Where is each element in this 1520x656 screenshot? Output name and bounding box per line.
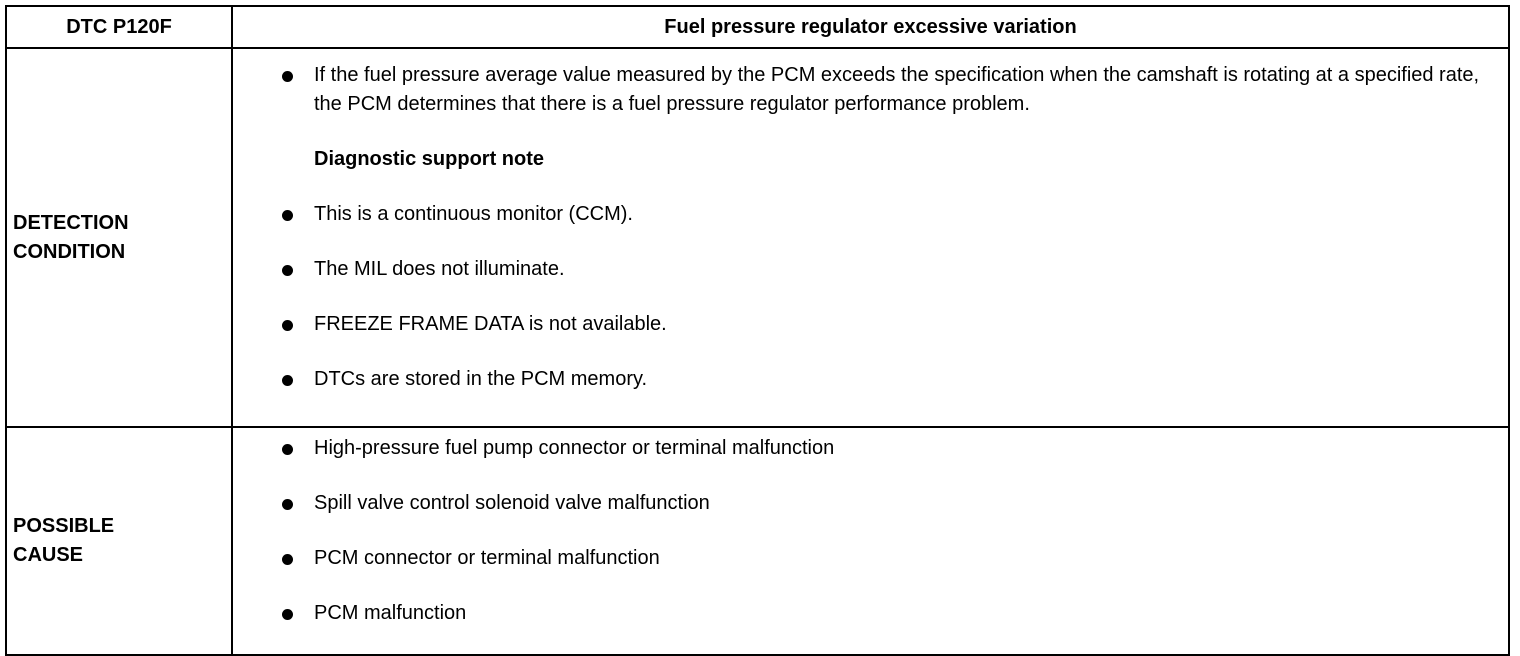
header-cell: Fuel pressure regulator excessive variat… [231, 5, 1510, 49]
page: DTC P120F Fuel pressure regulator excess… [5, 5, 1510, 656]
row-label: DETECTION CONDITION [13, 211, 129, 263]
bullet-item: This is a continuous monitor (CCM). [233, 200, 1508, 229]
content-cell: If the fuel pressure average value measu… [231, 47, 1510, 428]
row-label: POSSIBLE CAUSE [13, 515, 115, 566]
table-row: POSSIBLE CAUSE High-pressure fuel pump c… [5, 426, 1510, 656]
header-row: DTC P120F Fuel pressure regulator excess… [5, 5, 1510, 49]
bullet-item: The MIL does not illuminate. [233, 255, 1508, 284]
header-cell: DTC P120F [5, 5, 233, 49]
bullet-item: Spill valve control solenoid valve malfu… [233, 489, 1508, 518]
bullet-item: PCM connector or terminal malfunction [233, 544, 1508, 573]
bullet-item: PCM malfunction [233, 599, 1508, 628]
row-label-cell: DETECTION CONDITION [5, 47, 233, 428]
bullet-item: FREEZE FRAME DATA is not available. [233, 310, 1508, 339]
bullet-item: High-pressure fuel pump connector or ter… [233, 434, 1508, 463]
note-heading: Diagnostic support note [314, 148, 544, 170]
row-label-cell: POSSIBLE CAUSE [5, 426, 233, 656]
bullet-item: If the fuel pressure average value measu… [233, 61, 1508, 119]
table-row: DETECTION CONDITION If the fuel pressure… [5, 47, 1510, 428]
dtc-table: DTC P120F Fuel pressure regulator excess… [5, 5, 1510, 656]
bullet-item: DTCs are stored in the PCM memory. [233, 365, 1508, 394]
content-cell: High-pressure fuel pump connector or ter… [231, 426, 1510, 656]
